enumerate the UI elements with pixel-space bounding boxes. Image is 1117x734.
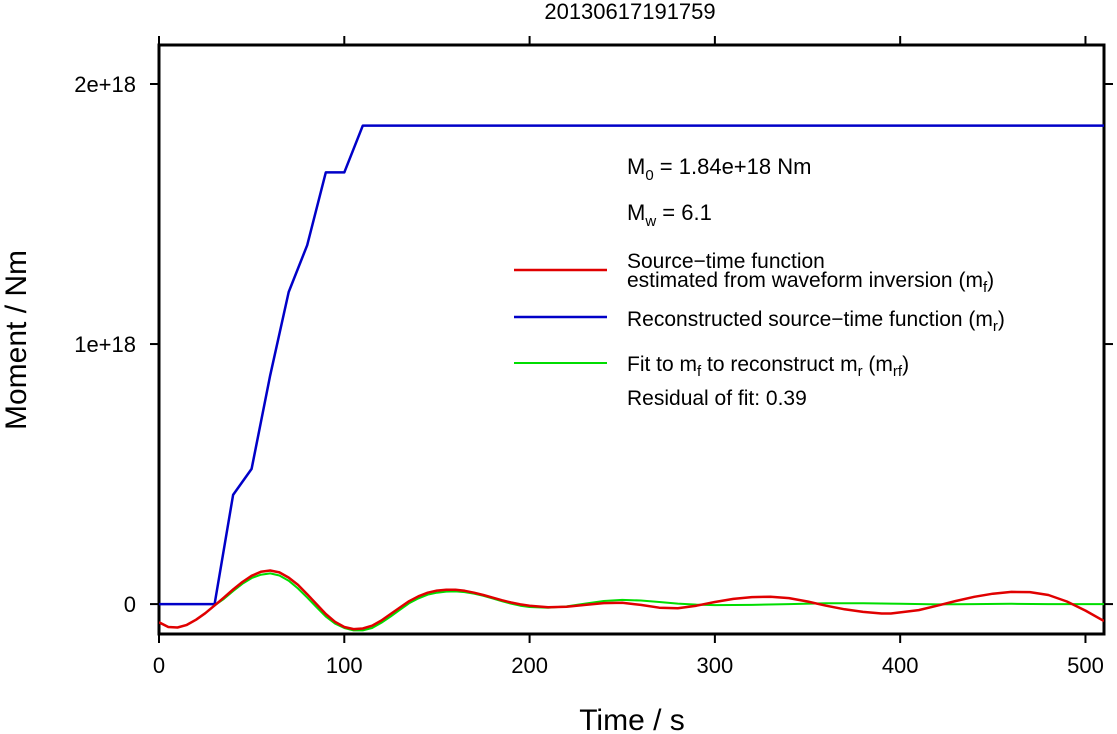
- axis-ticks: 0 100 200 300 400 500 0 1e+18 2e+18: [74, 36, 1113, 678]
- x-tick-label: 500: [1067, 653, 1104, 678]
- mw-annotation: Mw = 6.1: [627, 200, 712, 230]
- y-axis-label: Moment / Nm: [0, 250, 33, 430]
- fit-line: [214, 572, 1104, 632]
- legend-label-red-line2: estimated from waveform inversion (mf): [627, 269, 994, 296]
- plot-frame: [157, 43, 1106, 636]
- chart-title: 20130617191759: [544, 0, 715, 24]
- legend-label-red-line1: Source−time function: [627, 250, 825, 273]
- legend-label-green: Fit to mf to reconstruct mr (mrf): [627, 353, 909, 380]
- y-tick-label: 2e+18: [74, 72, 136, 97]
- estimated-stf-line: [159, 569, 1104, 631]
- x-tick-label: 100: [326, 653, 363, 678]
- reconstructed-stf-line: [159, 124, 1104, 606]
- x-tick-label: 300: [697, 653, 734, 678]
- series-layer: [159, 124, 1104, 632]
- legend-label-blue: Reconstructed source−time function (mr): [627, 308, 1005, 335]
- x-tick-label: 400: [882, 653, 919, 678]
- legend: Source−time function estimated from wave…: [514, 250, 1005, 410]
- x-tick-label: 0: [153, 653, 165, 678]
- y-tick-label: 1e+18: [74, 332, 136, 357]
- x-tick-label: 200: [511, 653, 548, 678]
- x-axis-label: Time / s: [579, 704, 685, 734]
- y-tick-label: 0: [124, 592, 136, 617]
- residual-annotation: Residual of fit: 0.39: [627, 387, 807, 410]
- m0-annotation: M0 = 1.84e+18 Nm: [627, 154, 811, 184]
